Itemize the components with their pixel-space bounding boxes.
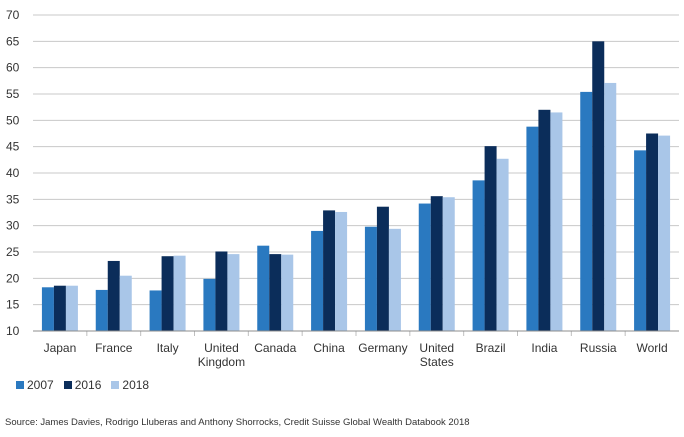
source-note: Source: James Davies, Rodrigo Lluberas a… (5, 417, 470, 428)
x-tick-label: Germany (358, 341, 407, 355)
bar-2007-china (311, 230, 324, 331)
y-tick-label: 55 (6, 87, 20, 101)
bar-2007-world (634, 150, 647, 331)
bar-2016-india (538, 109, 551, 331)
y-tick-label: 30 (6, 219, 20, 233)
x-tick-label: Japan (44, 341, 77, 355)
bar-2016-china (323, 210, 336, 331)
bar-2007-united-kingdom (203, 278, 216, 331)
legend-label-2007: 2007 (27, 378, 54, 392)
legend-label-2016: 2016 (74, 378, 102, 392)
x-tick-label: United (419, 341, 454, 355)
x-tick-label: United (204, 341, 239, 355)
legend-item-2016: 2016 (63, 378, 102, 392)
y-tick-label: 50 (6, 113, 20, 127)
y-tick-label: 35 (6, 192, 20, 206)
x-tick-label: Canada (254, 341, 296, 355)
x-tick-label: Brazil (476, 341, 506, 355)
y-tick-label: 65 (6, 34, 20, 48)
bar-2018-india (550, 112, 563, 331)
y-tick-label: 15 (6, 298, 20, 312)
legend-swatch-2016 (63, 381, 72, 389)
bar-2007-india (526, 126, 539, 331)
bar-2007-united-states (418, 203, 431, 331)
bar-2007-canada (257, 245, 270, 331)
bar-2016-united-states (430, 196, 443, 331)
legend-label-2018: 2018 (122, 378, 150, 392)
y-tick-label: 70 (6, 8, 20, 22)
x-tick-label: France (95, 341, 133, 355)
x-tick-label: World (637, 341, 668, 355)
bar-2007-japan (41, 287, 54, 331)
legend-swatch-2007 (16, 381, 24, 389)
bar-2007-france (95, 289, 108, 331)
bar-2007-italy (149, 290, 162, 331)
bar-2016-brazil (484, 146, 497, 331)
bar-2016-united-kingdom (215, 251, 228, 331)
bar-2016-italy (161, 256, 174, 331)
x-tick-label: States (420, 355, 454, 369)
legend-item-2007: 2007 (16, 378, 54, 392)
y-tick-label: 40 (6, 166, 20, 180)
bar-2016-canada (269, 254, 282, 331)
bar-2018-united-kingdom (227, 254, 240, 331)
bar-2016-world (646, 133, 659, 331)
bar-2007-germany (364, 226, 377, 331)
x-tick-label: China (313, 341, 345, 355)
y-tick-label: 60 (6, 61, 20, 75)
bar-2018-world (658, 135, 671, 331)
legend-item-2018: 2018 (111, 378, 149, 392)
bar-2016-germany (376, 206, 389, 331)
bar-2018-italy (173, 255, 186, 331)
bar-2018-brazil (496, 158, 509, 331)
legend: 2007 2016 2018 (16, 378, 149, 392)
bar-2018-russia (604, 82, 617, 331)
bar-2016-russia (592, 41, 605, 331)
bar-2018-united-states (442, 197, 455, 331)
bar-2016-france (107, 260, 120, 331)
y-tick-label: 10 (6, 324, 20, 338)
bar-chart: 10 15 20 25 30 35 40 45 50 55 60 65 70 Japan France It… (6, 8, 679, 369)
y-tick-label: 20 (6, 271, 20, 285)
bar-2016-japan (53, 285, 66, 331)
legend-swatch-2018 (111, 381, 120, 389)
bar-2018-china (335, 211, 348, 331)
gridlines (33, 14, 679, 332)
x-tick-label: India (531, 341, 557, 355)
bar-2007-brazil (472, 180, 485, 331)
bar-2018-japan (65, 285, 78, 331)
y-tick-label: 45 (6, 140, 20, 154)
bars (41, 41, 671, 331)
bar-2007-russia (580, 91, 593, 331)
bar-2018-france (119, 275, 132, 331)
x-tick-label: Kingdom (198, 355, 245, 369)
x-tick-label: Italy (157, 341, 179, 355)
bar-2018-germany (388, 228, 401, 331)
bar-2018-canada (281, 254, 294, 331)
x-tick-label: Russia (580, 341, 617, 355)
y-tick-label: 25 (6, 245, 20, 259)
y-axis: 10 15 20 25 30 35 40 45 50 55 60 65 70 (6, 8, 20, 338)
